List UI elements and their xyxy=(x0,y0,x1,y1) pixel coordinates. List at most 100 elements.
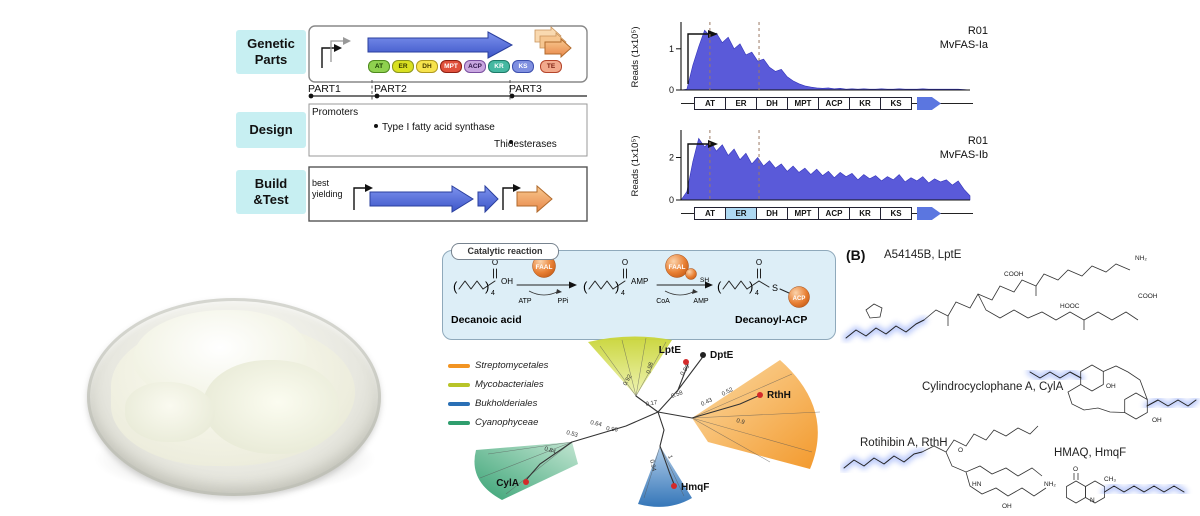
compound-name-cyla: Cylindrocyclophane A, CylA xyxy=(922,381,1064,393)
structure-rotihibin-rthh: O HN OH NH₂ xyxy=(840,425,1056,510)
substrate-label: Decanoic acid xyxy=(451,314,522,326)
atom-label: NH₂ xyxy=(1044,481,1056,488)
coverage-domain-at: AT xyxy=(694,207,726,220)
reaction-arrow-2 xyxy=(656,281,713,296)
tree-support-value: 0.9 xyxy=(735,418,745,426)
atom-label: CH₃ xyxy=(1104,476,1116,483)
clade-wedge-streptomycetales xyxy=(692,360,818,469)
tree-support-value: 0.84 xyxy=(543,446,557,456)
design-item-thioesterases: Thioesterases xyxy=(494,139,557,150)
build-note: best yielding xyxy=(312,178,343,200)
part3-label: PART3 xyxy=(509,83,542,95)
atom-label: OH xyxy=(1002,503,1012,510)
te-domain-chip: TE xyxy=(540,60,562,73)
thiol-label: SH xyxy=(700,277,709,284)
atom-label: N xyxy=(1090,497,1095,504)
powder-heap xyxy=(125,382,215,442)
part2-label: PART2 xyxy=(374,83,407,95)
plot1-ytick-1: 1 xyxy=(669,44,674,54)
atom-label: COOH xyxy=(1004,271,1024,278)
decanoic-acid-structure: ( ) 4 O OH xyxy=(453,258,513,297)
plot1-ytick-0: 0 xyxy=(669,85,674,95)
reaction-arrow-1 xyxy=(516,281,577,296)
plot1-read-coverage-area xyxy=(680,29,971,91)
catalytic-reaction-title: Catalytic reaction xyxy=(451,243,559,260)
clade-internal-branches xyxy=(479,337,821,499)
svg-text:O: O xyxy=(492,258,498,267)
taxon-marker-hmqf xyxy=(671,483,677,489)
atom-label: O xyxy=(958,447,963,454)
petri-dish-rim xyxy=(87,298,381,496)
plot2-transcription-start-arrow xyxy=(687,140,718,194)
legend-color-swatch xyxy=(448,363,470,368)
legend-label: Bukholderiales xyxy=(475,398,538,409)
design-item-fas: Type I fatty acid synthase xyxy=(382,122,495,133)
fas-domain-chips: AT ER DH MPT ACP KR KS xyxy=(368,60,534,73)
svg-text:S: S xyxy=(772,283,778,293)
tree-legend: Streptomycetales Mycobacteriales Bukholder… xyxy=(448,356,548,432)
tree-support-value: 1 xyxy=(666,455,673,461)
taxon-label-dpte: DptE xyxy=(710,350,734,361)
tree-support-value: 0.64 xyxy=(590,420,603,428)
atom-label: HOOC xyxy=(1060,303,1080,310)
legend-color-swatch xyxy=(448,382,470,387)
svg-text:4: 4 xyxy=(755,290,759,297)
legend-label: Streptomycetales xyxy=(475,360,549,371)
taxon-marker-cyla xyxy=(523,479,529,485)
coverage-domain-kr: KR xyxy=(849,97,881,110)
legend-label: Mycobacteriales xyxy=(475,379,544,390)
design-item-dot xyxy=(509,140,513,144)
domain-chip-dh: DH xyxy=(416,60,438,73)
tree-legend-item: Mycobacteriales xyxy=(448,375,548,394)
build-construct xyxy=(353,184,553,214)
tree-support-value: 0.96 xyxy=(680,364,692,378)
cofactor-ppi: PPi xyxy=(558,298,569,305)
tree-legend-item: Cyanophyceae xyxy=(448,413,548,432)
tree-support-value: 0.58 xyxy=(671,390,685,400)
gene-end-arrow xyxy=(917,207,941,220)
cofactor-coa: CoA xyxy=(656,298,670,305)
clade-wedge-mycobacteriales xyxy=(588,336,672,396)
plot1-domain-map: AT ER DH MPT ACP KR KS xyxy=(681,96,973,111)
tree-support-value: 0.96 xyxy=(606,426,619,434)
domain-chip-ks: KS xyxy=(512,60,534,73)
taxon-marker-dpte xyxy=(700,352,706,358)
compound-name-a54145b: A54145B, LptE xyxy=(884,249,962,261)
clade-wedge-bukholderiales xyxy=(638,446,692,507)
plot2-domain-map: AT ER DH MPT ACP KR KS xyxy=(681,206,973,221)
design-box xyxy=(308,103,588,157)
powder-photo xyxy=(85,272,385,512)
coverage-domain-kr: KR xyxy=(849,207,881,220)
structure-hmaq-hmqf: O N CH₃ xyxy=(1066,466,1188,504)
coverage-domain-acp: ACP xyxy=(818,207,850,220)
tree-support-value: 0.92 xyxy=(623,373,634,387)
tree-support-value: 0.98 xyxy=(646,361,655,374)
acp-carrier-sphere xyxy=(788,286,810,308)
workflow-diagram xyxy=(308,25,588,222)
clade-wedge-cyanophyceae xyxy=(474,442,578,500)
tree-support-value: 0.52 xyxy=(721,387,735,398)
domain-chip-er: ER xyxy=(392,60,414,73)
atom-label: OH xyxy=(1152,417,1162,424)
catalytic-reaction-box: Catalytic reaction ( ) 4 O OH Decanoic a… xyxy=(442,243,836,340)
domain-chip-acp: ACP xyxy=(464,60,486,73)
plot2-title: R01 xyxy=(968,135,988,147)
tree-legend-item: Bukholderiales xyxy=(448,394,548,413)
compound-name-rthh: Rotihibin A, RthH xyxy=(860,437,948,449)
structure-a54145b-lpte: NH₂ COOH HOOC COOH xyxy=(842,255,1158,342)
compound-name-hmqf: HMAQ, HmqF xyxy=(1054,447,1126,459)
svg-text:4: 4 xyxy=(621,290,625,297)
domain-chip-kr: KR xyxy=(488,60,510,73)
coverage-domain-mpt: MPT xyxy=(787,207,819,220)
atom-label: HN xyxy=(972,481,982,488)
plot1-y-axis-label: Reads (1x10⁵) xyxy=(630,27,641,88)
plot2-ytick-2: 2 xyxy=(669,153,674,163)
atom-label: OH xyxy=(1106,383,1116,390)
plot2-subtitle: MvFAS-Ib xyxy=(940,149,988,161)
acp-sphere-small xyxy=(685,268,697,280)
tree-support-value: 0.94 xyxy=(648,459,656,472)
structure-cylindrocyclophane-cyla: OH OH xyxy=(1026,364,1200,424)
product-label: Decanoyl-ACP xyxy=(735,314,807,326)
svg-text:O: O xyxy=(756,258,762,267)
tree-support-value: 0.17 xyxy=(645,400,658,408)
